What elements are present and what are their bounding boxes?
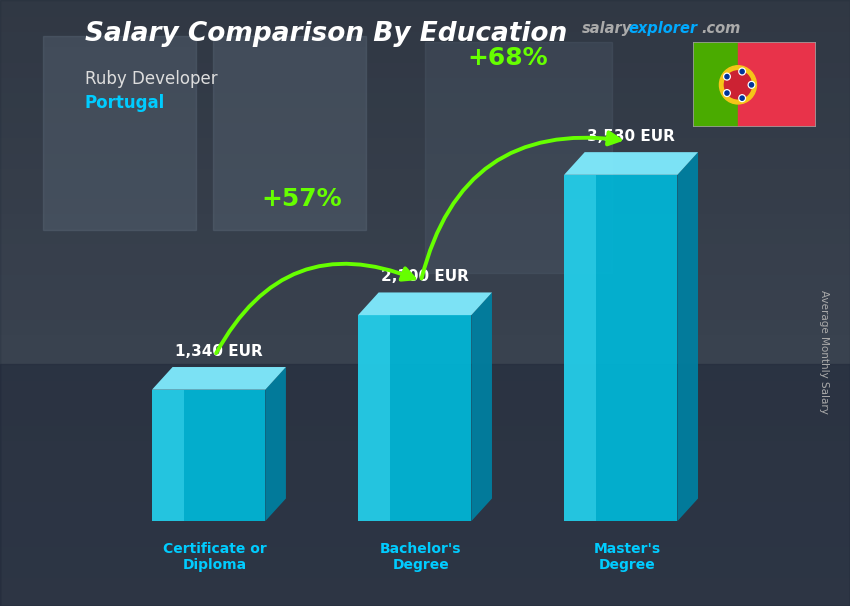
Circle shape <box>725 75 729 79</box>
Bar <box>0 454 850 470</box>
Polygon shape <box>472 293 492 521</box>
Bar <box>0 152 850 167</box>
Bar <box>0 76 850 91</box>
Text: 1,340 EUR: 1,340 EUR <box>175 344 263 359</box>
Bar <box>0 394 850 409</box>
Bar <box>0 561 850 576</box>
Bar <box>0 500 850 515</box>
Polygon shape <box>358 293 492 315</box>
Bar <box>0 591 850 606</box>
Bar <box>0 439 850 454</box>
Text: +57%: +57% <box>261 187 342 211</box>
Bar <box>738 42 816 127</box>
Circle shape <box>725 91 729 95</box>
Text: Portugal: Portugal <box>85 94 165 112</box>
Bar <box>0 182 850 197</box>
Bar <box>425 42 612 273</box>
Circle shape <box>748 81 755 88</box>
Bar <box>0 0 850 15</box>
Bar <box>0 45 850 61</box>
Bar <box>0 91 850 106</box>
Bar <box>212 36 366 230</box>
Bar <box>0 258 850 273</box>
Bar <box>0 212 850 227</box>
Bar <box>0 136 850 152</box>
Bar <box>0 515 850 530</box>
Bar <box>0 30 850 45</box>
Circle shape <box>723 90 730 96</box>
Text: Average Monthly Salary: Average Monthly Salary <box>819 290 829 413</box>
Text: salary: salary <box>582 21 632 36</box>
Bar <box>0 303 850 318</box>
Bar <box>0 242 850 258</box>
Bar <box>0 318 850 333</box>
Bar <box>693 42 738 127</box>
Text: Ruby Developer: Ruby Developer <box>85 70 218 88</box>
Polygon shape <box>564 175 596 521</box>
Bar <box>0 379 850 394</box>
Bar <box>0 167 850 182</box>
Bar <box>0 545 850 561</box>
Circle shape <box>750 82 754 87</box>
Bar <box>0 288 850 303</box>
Polygon shape <box>564 175 677 521</box>
Bar <box>0 409 850 424</box>
Bar <box>0 364 850 606</box>
FancyArrowPatch shape <box>216 264 414 353</box>
FancyArrowPatch shape <box>422 132 620 278</box>
Polygon shape <box>152 390 184 521</box>
Text: Master's
Degree: Master's Degree <box>593 542 660 572</box>
Circle shape <box>740 70 745 74</box>
Text: 3,530 EUR: 3,530 EUR <box>587 129 675 144</box>
Polygon shape <box>358 315 390 521</box>
Bar <box>0 227 850 242</box>
Bar <box>42 36 196 230</box>
Bar <box>0 424 850 439</box>
Circle shape <box>739 95 745 102</box>
Text: Bachelor's
Degree: Bachelor's Degree <box>380 542 462 572</box>
Circle shape <box>719 65 756 104</box>
Bar <box>0 273 850 288</box>
Text: 2,100 EUR: 2,100 EUR <box>381 269 469 284</box>
Bar <box>0 121 850 136</box>
Polygon shape <box>152 390 265 521</box>
Bar <box>0 15 850 30</box>
Bar <box>0 333 850 348</box>
Bar <box>0 197 850 212</box>
Text: .com: .com <box>701 21 740 36</box>
Text: Salary Comparison By Education: Salary Comparison By Education <box>85 21 567 47</box>
Bar <box>0 485 850 500</box>
Polygon shape <box>152 367 286 390</box>
Bar <box>0 470 850 485</box>
Circle shape <box>740 96 745 100</box>
Text: +68%: +68% <box>468 47 547 70</box>
Bar <box>0 530 850 545</box>
Circle shape <box>723 73 730 80</box>
Bar <box>0 61 850 76</box>
Bar <box>0 106 850 121</box>
Circle shape <box>739 68 745 75</box>
Polygon shape <box>265 367 286 521</box>
Bar <box>0 364 850 379</box>
Polygon shape <box>677 152 698 521</box>
Text: explorer: explorer <box>628 21 697 36</box>
Polygon shape <box>358 315 472 521</box>
Text: Certificate or
Diploma: Certificate or Diploma <box>163 542 267 572</box>
Circle shape <box>724 71 751 99</box>
Polygon shape <box>564 152 698 175</box>
Bar <box>0 576 850 591</box>
Bar <box>0 348 850 364</box>
